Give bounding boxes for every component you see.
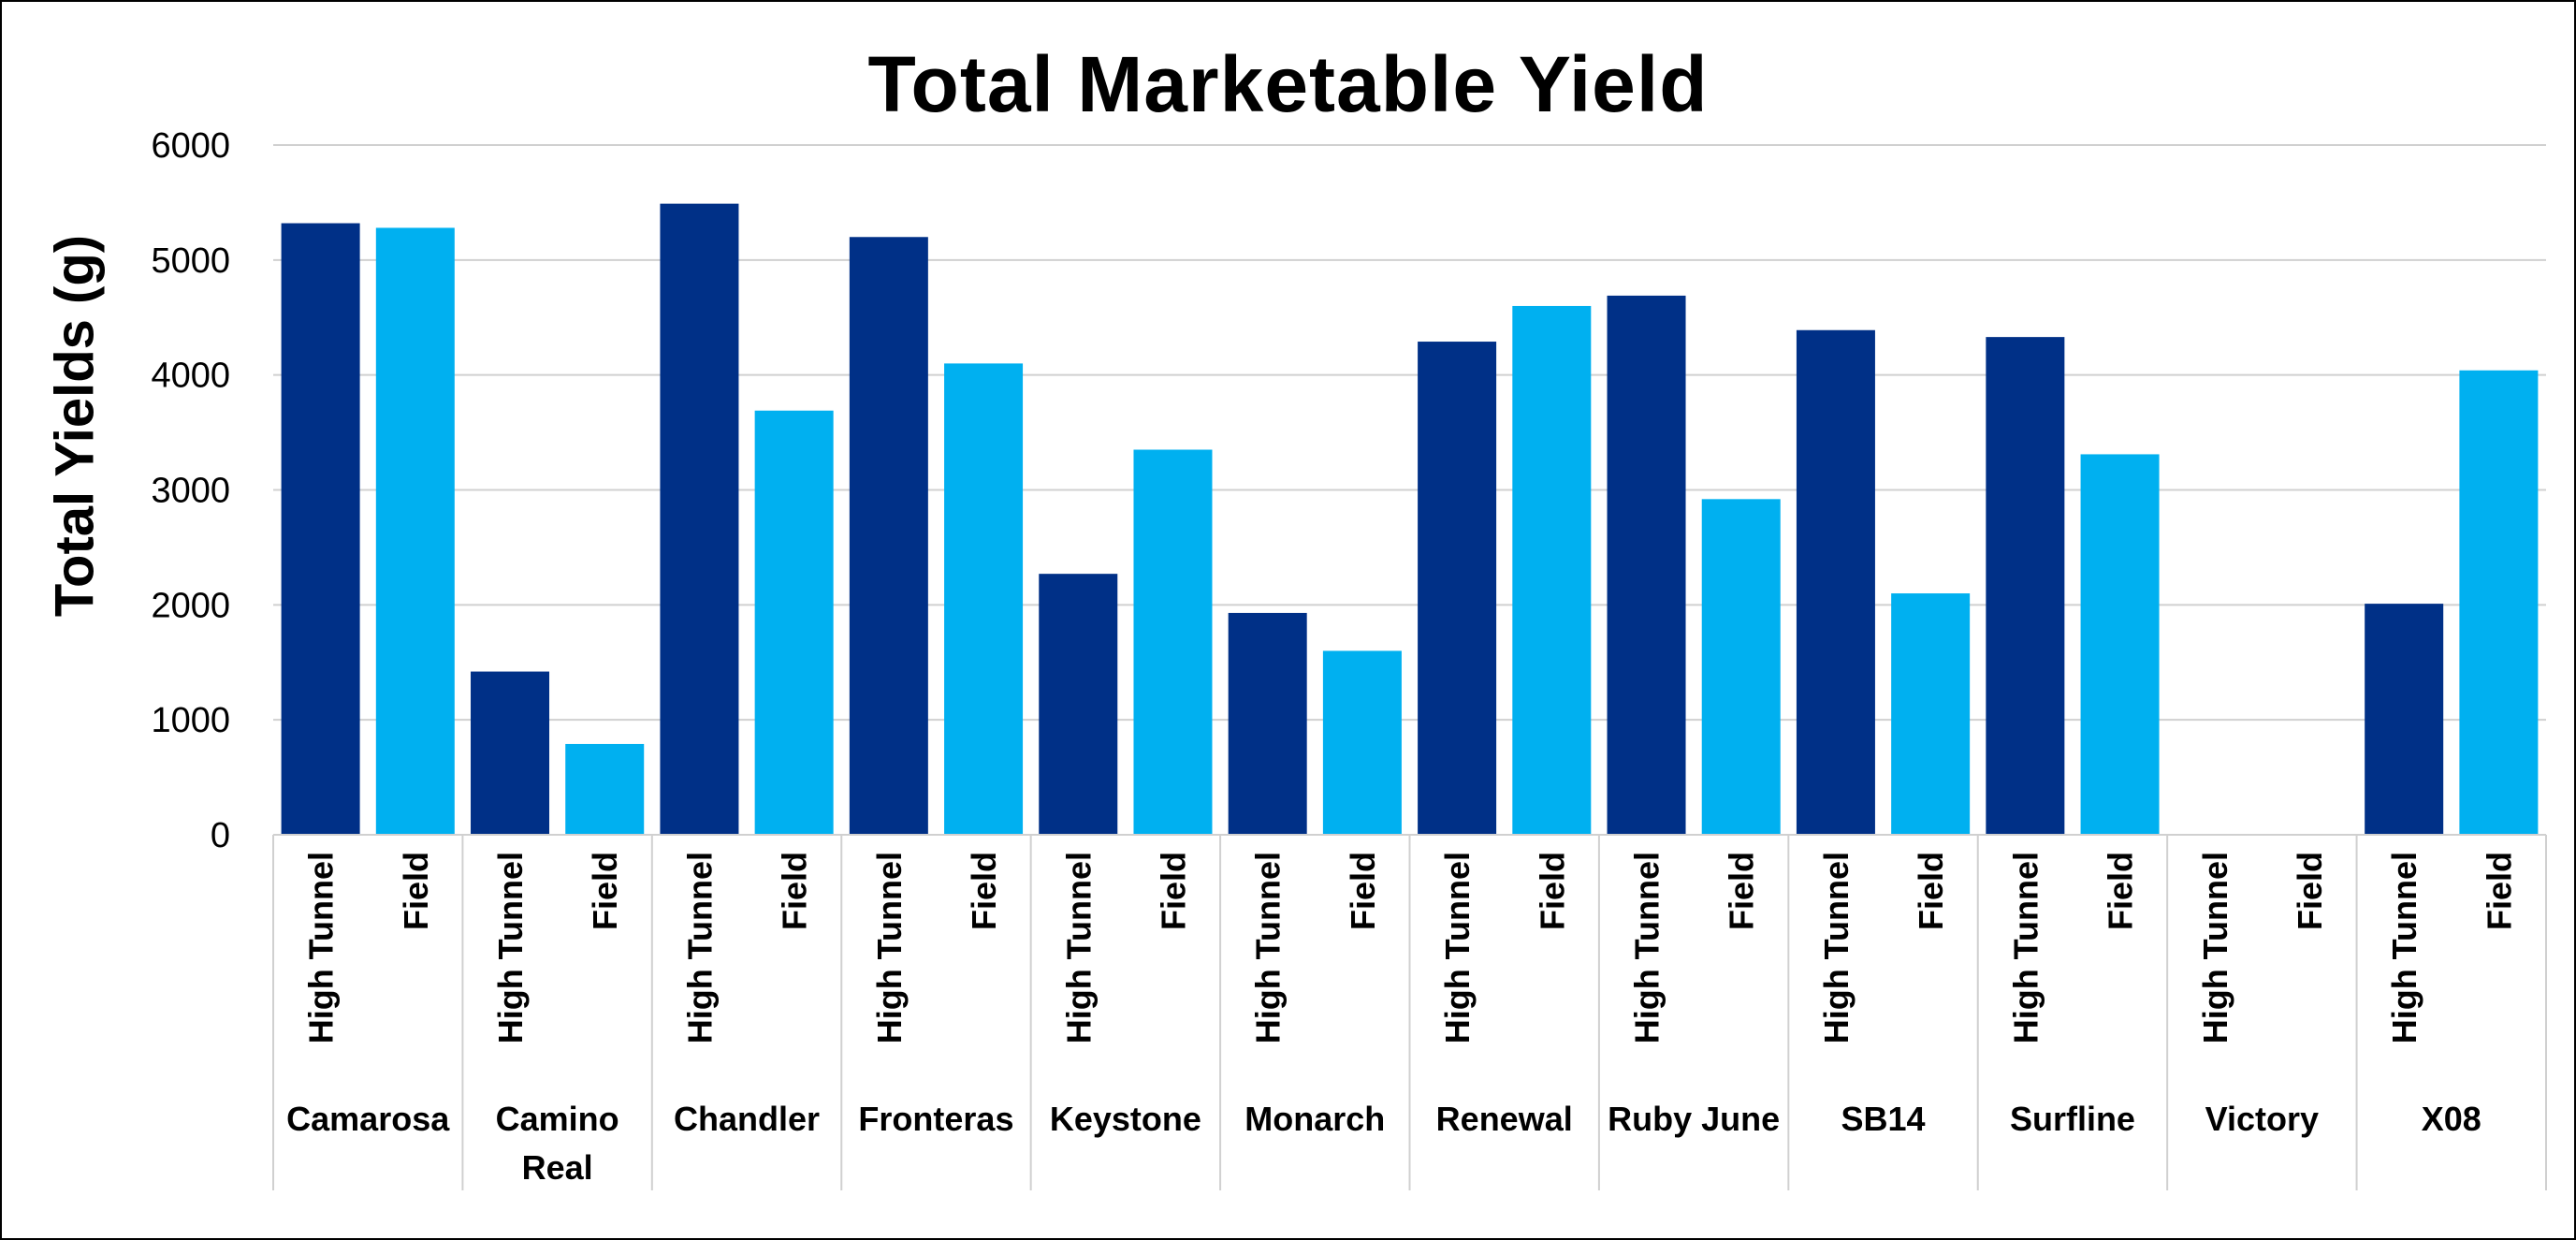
x-series-label: High Tunnel xyxy=(491,852,530,1043)
x-category-label: Renewal xyxy=(1436,1100,1573,1138)
y-tick-label: 0 xyxy=(211,816,230,855)
bar xyxy=(1796,329,1875,835)
bar xyxy=(1986,337,2065,835)
axes xyxy=(272,834,2547,1190)
gridlines xyxy=(273,144,2546,722)
bar xyxy=(1701,499,1781,835)
bar xyxy=(1228,612,1307,835)
x-series-label: High Tunnel xyxy=(2385,852,2423,1043)
bar xyxy=(754,410,834,835)
x-series-label: Field xyxy=(965,852,1003,930)
bar xyxy=(281,223,360,835)
bar xyxy=(2365,604,2444,835)
y-tick-label: 1000 xyxy=(151,701,230,740)
x-series-label: Field xyxy=(1344,852,1382,930)
x-series-label: High Tunnel xyxy=(2006,852,2045,1043)
bar xyxy=(944,363,1024,835)
x-series-label: Field xyxy=(586,852,624,930)
x-category-label: Chandler xyxy=(674,1100,820,1138)
labels: 0 1000 2000 3000 4000 5000 6000 High Tunnel Fiel… xyxy=(151,126,2518,1187)
bar xyxy=(471,671,550,835)
x-category-label: Camarosa xyxy=(286,1100,450,1138)
bar xyxy=(1512,305,1592,835)
x-series-label: Field xyxy=(1723,852,1761,930)
bar xyxy=(1418,342,1497,835)
x-category-label: Ruby June xyxy=(1608,1100,1780,1138)
x-category-label: Monarch xyxy=(1244,1100,1385,1138)
y-tick-label: 6000 xyxy=(151,126,230,166)
bar xyxy=(375,227,455,835)
bar xyxy=(849,237,928,835)
x-series-label: Field xyxy=(1912,852,1950,930)
x-series-label: High Tunnel xyxy=(1817,852,1856,1043)
x-series-label: Field xyxy=(2480,852,2518,930)
x-category-label: SB14 xyxy=(1841,1100,1926,1138)
bar xyxy=(1039,574,1118,835)
y-tick-label: 3000 xyxy=(151,472,230,511)
y-tick-label: 4000 xyxy=(151,357,230,396)
bar xyxy=(2080,454,2160,835)
x-series-label: High Tunnel xyxy=(680,852,719,1043)
x-category-label: Real xyxy=(522,1148,593,1187)
bar xyxy=(565,743,645,835)
x-category-label: Surfline xyxy=(2010,1100,2135,1138)
x-category-label: Keystone xyxy=(1050,1100,1201,1138)
chart-title: Total Marketable Yield xyxy=(867,40,1709,128)
x-series-label: High Tunnel xyxy=(302,852,341,1043)
x-series-label: High Tunnel xyxy=(1249,852,1288,1043)
x-series-label: Field xyxy=(1154,852,1192,930)
x-series-label: Field xyxy=(1533,852,1571,930)
x-series-label: High Tunnel xyxy=(870,852,909,1043)
x-category-label: Camino xyxy=(496,1100,619,1138)
x-series-label: High Tunnel xyxy=(1438,852,1477,1043)
y-tick-label: 5000 xyxy=(151,241,230,281)
x-series-label: Field xyxy=(397,852,435,930)
bar xyxy=(1322,650,1402,835)
bar xyxy=(1891,593,1971,835)
x-series-label: Field xyxy=(2102,852,2140,930)
x-category-label: X08 xyxy=(2422,1100,2481,1138)
x-series-label: Field xyxy=(776,852,814,930)
bar xyxy=(2459,370,2539,835)
x-series-label: High Tunnel xyxy=(1059,852,1098,1043)
bar xyxy=(660,203,739,835)
x-series-label: High Tunnel xyxy=(2196,852,2234,1043)
x-category-label: Fronteras xyxy=(858,1100,1013,1138)
bar xyxy=(1607,295,1686,836)
x-series-label: Field xyxy=(2291,852,2329,930)
y-tick-label: 2000 xyxy=(151,586,230,625)
bars xyxy=(281,203,2539,836)
bar xyxy=(1133,449,1213,835)
x-series-label: High Tunnel xyxy=(1628,852,1666,1043)
x-category-label: Victory xyxy=(2205,1100,2319,1138)
